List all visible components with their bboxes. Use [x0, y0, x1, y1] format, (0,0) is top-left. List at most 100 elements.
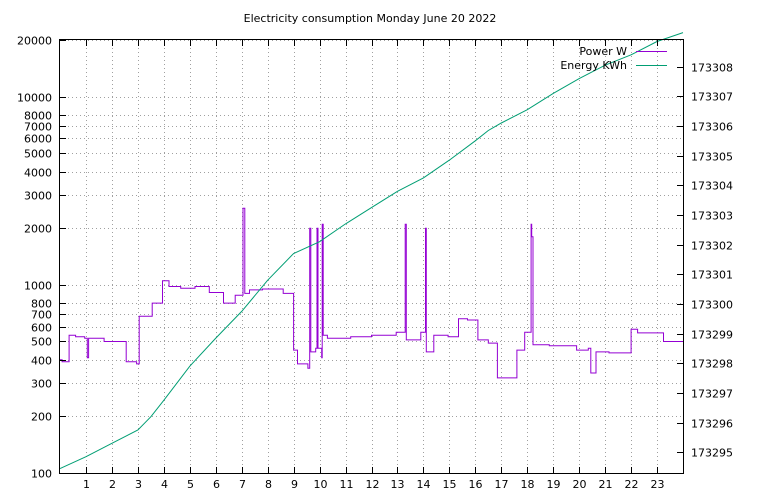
x-tick-label: 4	[161, 478, 168, 491]
x-tick-label: 16	[469, 478, 483, 491]
x-tick-label: 12	[366, 478, 380, 491]
legend-label: Power W	[579, 45, 627, 58]
data-point	[396, 332, 397, 333]
data-point	[297, 363, 298, 364]
data-point	[84, 338, 85, 339]
data-point	[307, 368, 308, 369]
data-point	[488, 130, 489, 131]
y-left-tick-label: 2000	[24, 223, 52, 236]
x-tick-label: 5	[187, 478, 194, 491]
data-point	[576, 350, 577, 351]
data-point	[449, 160, 450, 161]
y-right-tick-label: 173302	[691, 240, 733, 253]
data-point	[406, 339, 407, 340]
data-point	[137, 429, 138, 430]
chart-title: Electricity consumption Monday June 20 2…	[244, 12, 497, 25]
y-left-tick-label: 8000	[24, 110, 52, 123]
data-point	[532, 344, 533, 345]
data-point	[309, 228, 310, 229]
y-left-tick-label: 1000	[24, 280, 52, 293]
y-left-tick-label: 600	[31, 322, 52, 335]
data-point	[249, 289, 250, 290]
plot-frame	[59, 39, 684, 474]
data-point	[209, 292, 210, 293]
series-line	[59, 32, 684, 470]
data-point	[62, 361, 63, 362]
data-point	[168, 286, 169, 287]
data-point	[88, 338, 89, 339]
y-right-tick-label: 173299	[691, 329, 733, 342]
y-left-tick-label: 300	[31, 378, 52, 391]
data-point	[136, 363, 137, 364]
data-point	[223, 303, 224, 304]
data-point	[126, 361, 127, 362]
data-point	[322, 224, 323, 225]
data-point	[75, 336, 76, 337]
data-point	[315, 348, 316, 349]
x-tick-label: 13	[391, 478, 405, 491]
data-point	[425, 228, 426, 229]
x-tick-label: 3	[135, 478, 142, 491]
data-point	[371, 207, 372, 208]
y-left-tick-label: 6000	[24, 133, 52, 146]
data-point	[111, 443, 112, 444]
data-point	[85, 456, 86, 457]
series-0	[60, 207, 683, 379]
data-point	[477, 339, 478, 340]
x-tick-label: 8	[265, 478, 272, 491]
data-point	[327, 338, 328, 339]
series-1	[59, 32, 684, 470]
data-point	[293, 350, 294, 351]
data-point	[637, 332, 638, 333]
x-tick-label: 18	[521, 478, 535, 491]
data-point	[631, 54, 632, 55]
y-right-tick-label: 173306	[691, 121, 733, 134]
y-left-tick-label: 5000	[24, 148, 52, 161]
data-point	[405, 224, 406, 225]
data-point	[448, 336, 449, 337]
data-point	[423, 177, 424, 178]
y-right-tick-label: 173296	[691, 418, 733, 431]
data-point	[323, 335, 324, 336]
data-point	[345, 223, 346, 224]
data-point	[371, 335, 372, 336]
y-left-tick-label: 7000	[24, 121, 52, 134]
series-line	[60, 207, 683, 379]
data-point	[531, 224, 532, 225]
data-point	[663, 341, 664, 342]
y-left-tick-label: 100	[31, 468, 52, 481]
y-right-tick-label: 173298	[691, 358, 733, 371]
x-tick-label: 6	[213, 478, 220, 491]
y-left-tick-label: 400	[31, 355, 52, 368]
data-point	[467, 319, 468, 320]
data-point	[242, 208, 243, 209]
data-point	[458, 318, 459, 319]
data-point	[267, 280, 268, 281]
data-point	[215, 338, 216, 339]
y-right-tick-label: 173307	[691, 91, 733, 104]
y-left-tick-label: 500	[31, 336, 52, 349]
x-tick-label: 15	[443, 478, 457, 491]
data-point	[595, 351, 596, 352]
series-layer	[59, 32, 684, 470]
data-point	[235, 295, 236, 296]
data-point	[608, 352, 609, 353]
data-point	[527, 109, 528, 110]
data-point	[588, 348, 589, 349]
data-point	[163, 400, 164, 401]
y-left-tick-label: 10000	[17, 92, 52, 105]
data-point	[244, 293, 245, 294]
data-point	[283, 293, 284, 294]
data-point	[87, 357, 88, 358]
x-tick-label: 20	[573, 478, 587, 491]
x-tick-label: 17	[495, 478, 509, 491]
y-left-tick-label: 800	[31, 298, 52, 311]
y-left-tick-label: 3000	[24, 190, 52, 203]
data-point	[501, 122, 502, 123]
x-tick-label: 2	[109, 478, 116, 491]
grid	[60, 40, 683, 474]
data-point	[293, 253, 294, 254]
data-point	[162, 280, 163, 281]
